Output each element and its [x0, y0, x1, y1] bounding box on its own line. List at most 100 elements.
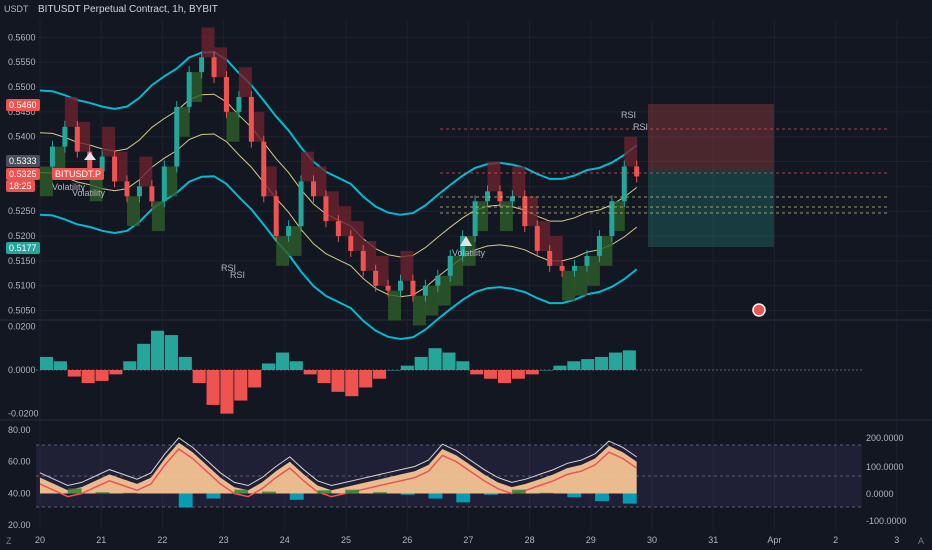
- x-tick-label: 26: [402, 535, 412, 545]
- event-icon: [752, 303, 766, 317]
- cloud-block: [139, 156, 153, 187]
- histogram-bar: [386, 370, 400, 371]
- cloud-block: [450, 255, 464, 286]
- candle-body: [373, 270, 379, 286]
- oscillator-histogram-bar: [262, 491, 276, 494]
- candle-body: [310, 181, 316, 197]
- cloud-block: [288, 226, 302, 256]
- cloud-block: [599, 236, 613, 266]
- y-tick-label-right: 200.0000: [866, 433, 904, 443]
- y-tick-label: 0.5500: [8, 82, 36, 92]
- y-tick-label: 0.5400: [8, 132, 36, 142]
- candle-body: [385, 285, 391, 291]
- x-tick-label: 29: [586, 535, 596, 545]
- cloud-block: [512, 166, 526, 197]
- candle-body: [572, 265, 578, 271]
- price-badge-top: 0.5460: [6, 99, 40, 111]
- candle-body: [634, 166, 640, 177]
- stop-zone: [648, 104, 774, 170]
- auto-scale-button[interactable]: A: [917, 536, 924, 546]
- histogram-bar: [275, 352, 289, 370]
- oscillator-histogram-bar: [400, 493, 415, 495]
- histogram-bar: [137, 343, 151, 370]
- triangle-marker: [460, 236, 472, 246]
- histogram-bar: [151, 330, 165, 370]
- x-tick-label: Apr: [767, 535, 781, 545]
- candle-body: [186, 72, 192, 107]
- candle-body: [509, 196, 515, 202]
- candle-body: [398, 280, 404, 291]
- cloud-block: [338, 206, 352, 237]
- x-tick-label: 3: [894, 535, 899, 545]
- cloud-block: [64, 96, 78, 127]
- oscillator-histogram-bar: [484, 493, 498, 495]
- rsi-label: RSI: [221, 263, 236, 273]
- x-tick-label: 28: [525, 535, 535, 545]
- candle-body: [410, 280, 416, 296]
- oscillator-histogram-bar: [67, 488, 82, 494]
- cloud-block: [611, 201, 625, 232]
- histogram-bar: [414, 356, 428, 370]
- cloud-block: [363, 241, 377, 271]
- oscillator-histogram-bar: [567, 493, 582, 498]
- candle-body: [211, 57, 217, 78]
- cloud-block: [412, 295, 426, 326]
- histogram-bar: [178, 356, 192, 370]
- oscillator-histogram-bar: [428, 493, 443, 499]
- oscillator-histogram-bar: [289, 493, 304, 500]
- y-tick-label-right: -100.0000: [866, 516, 907, 526]
- histogram-bar: [248, 370, 262, 388]
- cloud-block: [301, 151, 314, 182]
- cloud-block: [524, 196, 538, 227]
- volatility-label: Volatility: [72, 188, 106, 198]
- candle-body: [485, 191, 491, 202]
- cloud-block: [226, 111, 240, 142]
- oscillator-histogram-bar: [373, 492, 387, 494]
- candle-body: [335, 221, 341, 237]
- cloud-block: [325, 191, 339, 222]
- histogram-bar: [608, 352, 623, 370]
- y-tick-label: 0.5050: [8, 306, 36, 316]
- histogram-bar: [456, 361, 470, 370]
- y-tick-label: 0.5550: [8, 57, 36, 67]
- y-tick-label: 80.00: [8, 425, 31, 435]
- candle-body: [273, 196, 279, 237]
- x-tick-label: 2: [833, 535, 838, 545]
- symbol-title[interactable]: BITUSDT Perpetual Contract, 1h, BYBIT: [38, 4, 218, 15]
- cloud-block: [214, 47, 227, 78]
- histogram-bar: [109, 370, 123, 375]
- histogram-bar: [262, 363, 276, 370]
- histogram-bar: [484, 370, 498, 379]
- histogram-bar: [553, 365, 567, 370]
- currency-label: USDT: [4, 4, 29, 14]
- histogram-bar: [234, 370, 248, 401]
- histogram-bar: [317, 370, 331, 384]
- histogram-bar: [622, 350, 636, 370]
- oscillator-histogram-bar: [206, 493, 221, 499]
- y-tick-label: 40.00: [8, 488, 31, 498]
- cloud-block: [586, 255, 600, 286]
- oscillator-signal-line: [39, 448, 638, 498]
- candle-body: [298, 181, 304, 227]
- oscillator-histogram-bar: [456, 493, 471, 503]
- x-tick-label: 23: [219, 535, 229, 545]
- cloud-block: [375, 255, 389, 286]
- target-zone: [648, 170, 774, 247]
- candle-body: [236, 96, 242, 112]
- cloud-block: [350, 221, 364, 251]
- cloud-block: [276, 236, 290, 266]
- candle-body: [62, 126, 68, 147]
- symbol-tag: BITUSDT.P: [52, 168, 105, 180]
- cloud-block: [475, 201, 489, 232]
- candle-body: [596, 236, 602, 256]
- oscillator-histogram-bar: [595, 493, 609, 502]
- cloud-block: [127, 196, 140, 227]
- histogram-bar: [345, 370, 359, 397]
- y-tick-label: 0.5600: [8, 32, 36, 42]
- histogram-bar: [289, 361, 303, 370]
- oscillator-histogram-bar: [317, 490, 332, 494]
- timezone-icon[interactable]: Z: [6, 536, 12, 546]
- cloud-block: [40, 166, 53, 197]
- rsi-label: RSI: [230, 270, 245, 280]
